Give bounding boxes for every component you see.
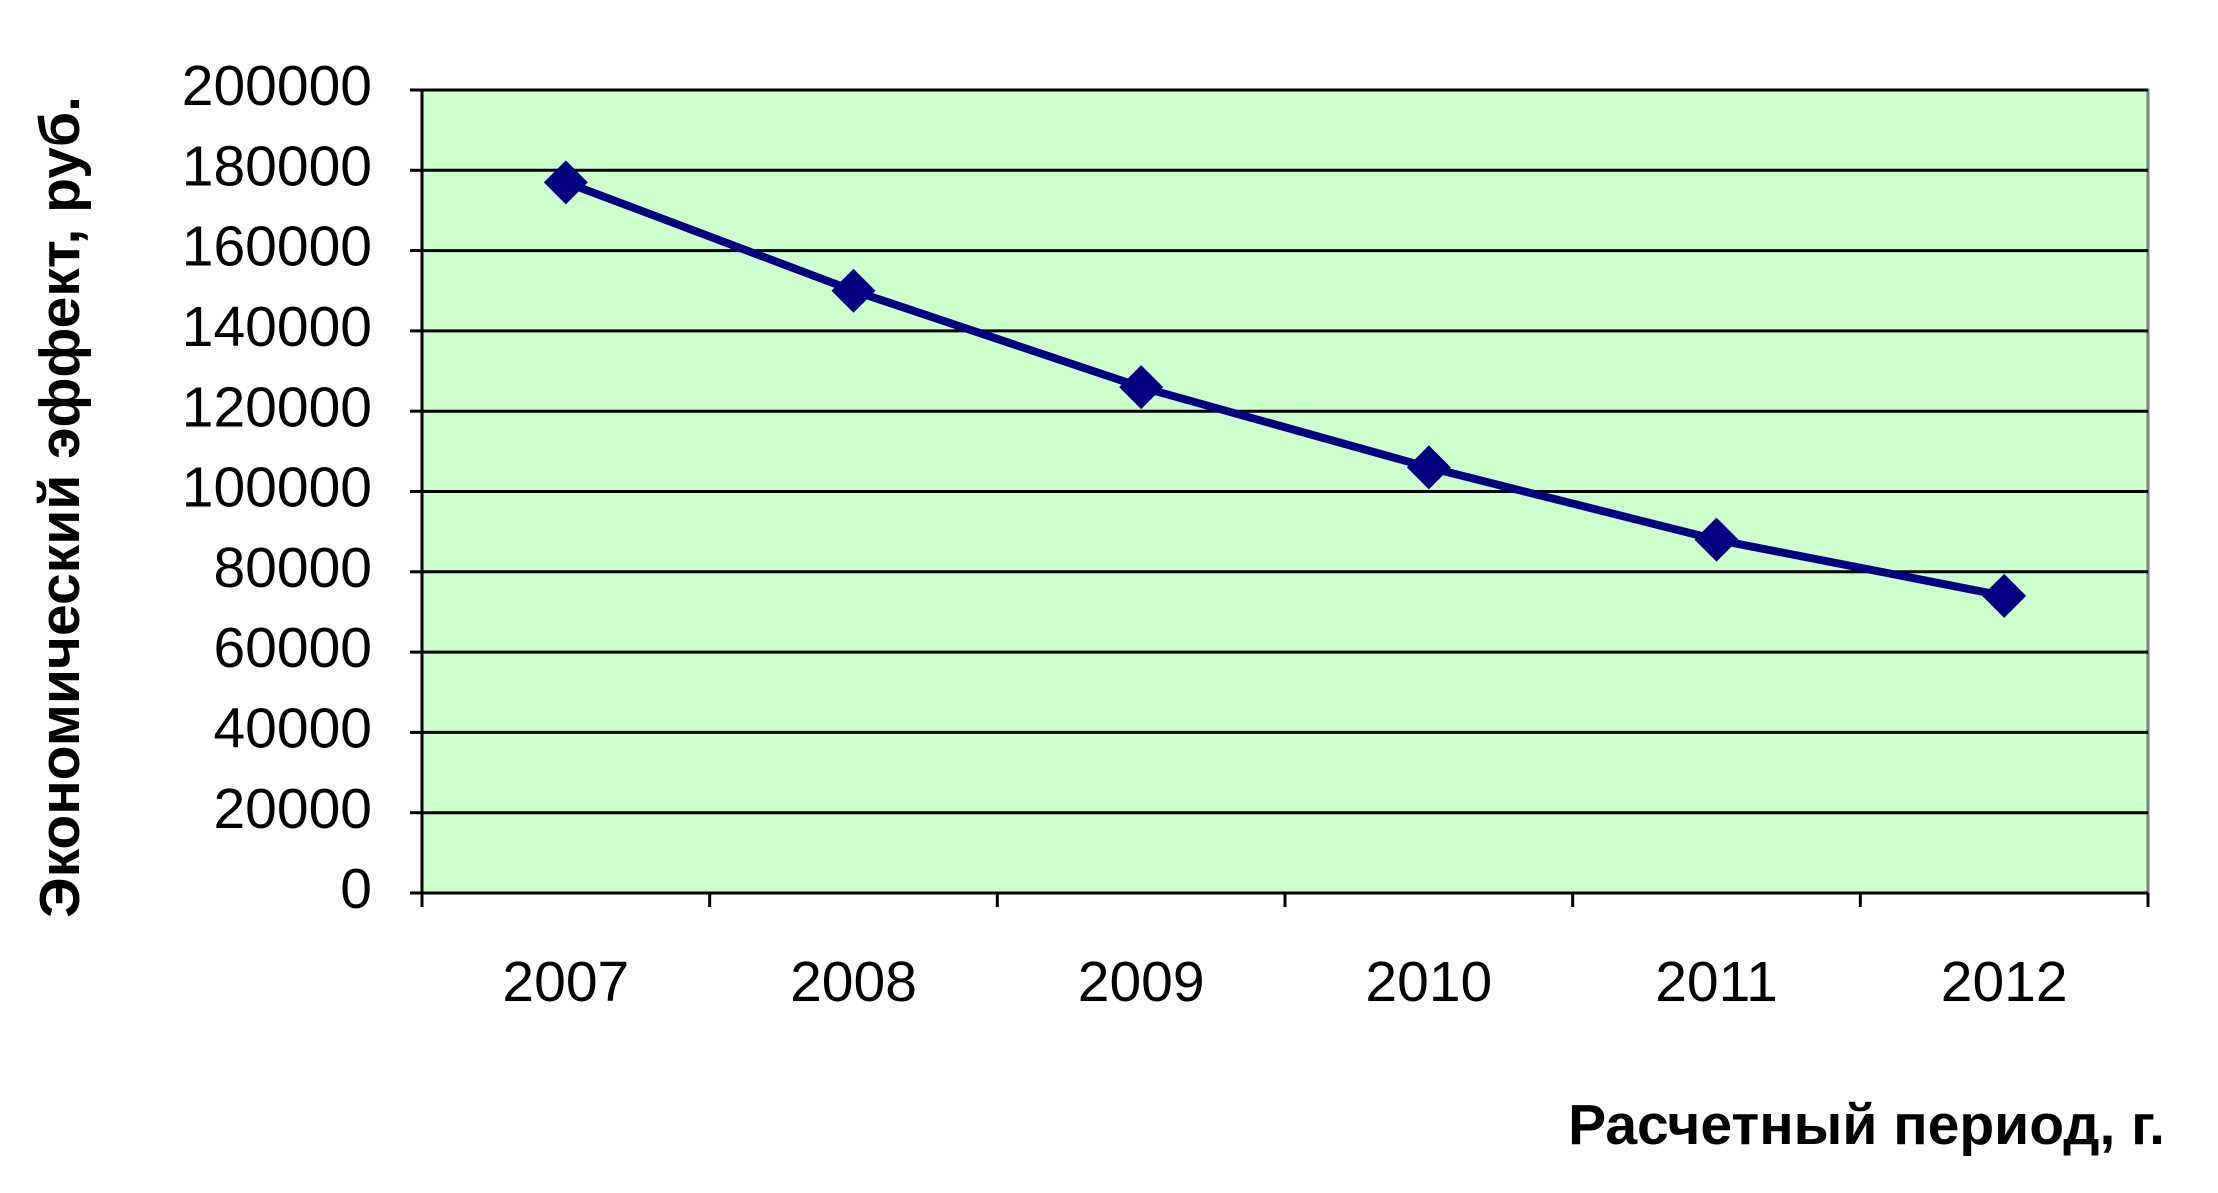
x-tick-label: 2009 [1078, 950, 1205, 1014]
data-marker [831, 268, 876, 313]
x-tick-label: 2011 [1655, 950, 1778, 1014]
x-tick-label: 2010 [1365, 950, 1492, 1014]
y-tick-label: 20000 [213, 777, 372, 841]
x-axis-title: Расчетный период, г. [1568, 1093, 2165, 1157]
data-line [564, 178, 2005, 600]
y-tick-label: 0 [340, 857, 372, 921]
x-tick-label: 2008 [790, 950, 917, 1014]
y-tick-label: 80000 [213, 536, 372, 600]
y-tick-label: 160000 [182, 215, 372, 279]
data-marker [1982, 573, 2027, 618]
y-tick-label: 60000 [213, 616, 372, 680]
x-tick-label: 2012 [1941, 950, 2068, 1014]
x-tick-label: 2007 [502, 950, 629, 1014]
data-marker [1119, 365, 1164, 410]
data-marker [543, 160, 588, 205]
y-axis-title: Экономический эффект, руб. [28, 96, 92, 918]
y-tick-label: 100000 [182, 456, 372, 520]
y-tick-label: 40000 [213, 696, 372, 760]
y-tick-label: 200000 [182, 54, 372, 118]
data-marker [1694, 517, 1739, 562]
data-marker [1406, 445, 1451, 490]
y-tick-label: 180000 [182, 134, 372, 198]
y-tick-label: 140000 [182, 295, 372, 359]
y-tick-label: 120000 [182, 375, 372, 439]
